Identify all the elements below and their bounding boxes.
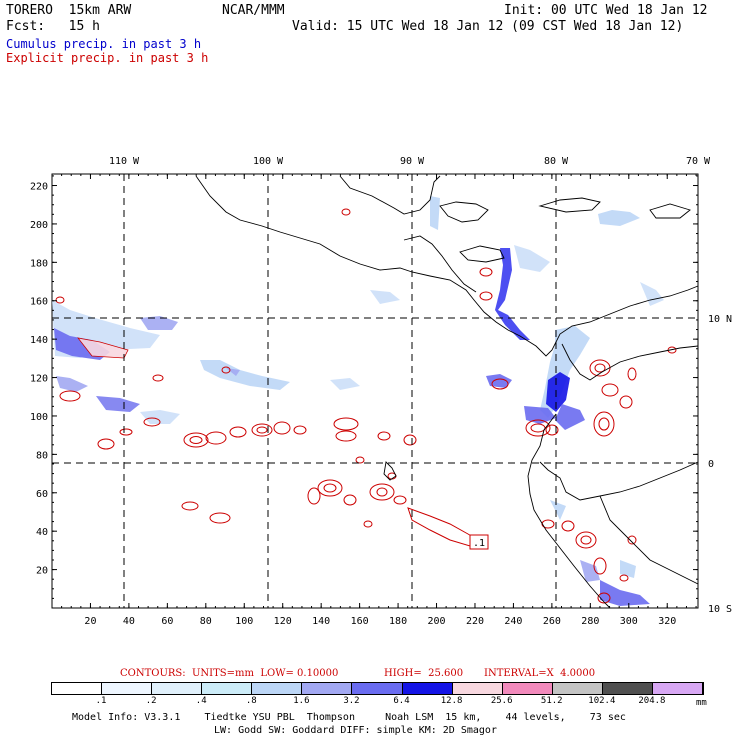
- legend-swatch: [452, 683, 503, 694]
- x-tick-label: 300: [620, 616, 638, 627]
- legend-swatch: [302, 683, 353, 694]
- y-tick-label: 100: [30, 412, 48, 423]
- latitude-label: 10 N: [708, 314, 732, 325]
- legend-value: 12.8: [440, 696, 463, 706]
- explicit-precip-contours: [55, 208, 677, 604]
- longitude-label: 80 W: [544, 156, 569, 167]
- legend-value: .4: [195, 696, 207, 706]
- min-value-box: [469, 534, 489, 550]
- x-tick-label: 260: [543, 616, 561, 627]
- y-tick-label: 160: [30, 297, 48, 308]
- y-tick-label: 40: [36, 527, 48, 538]
- lat-lon-grid: [52, 174, 698, 608]
- legend-value: 51.2: [540, 696, 563, 706]
- x-tick-label: 20: [84, 616, 96, 627]
- x-tick-label: 80: [200, 616, 212, 627]
- longitude-labels: 110 W 100 W 90 W 80 W 70 W: [109, 156, 711, 167]
- legend-value: 1.6: [293, 696, 310, 706]
- cumulus-field-label: Cumulus precip. in past 3 h: [6, 37, 202, 51]
- x-tick-label: 180: [389, 616, 407, 627]
- legend-value: .2: [145, 696, 157, 706]
- color-legend-labels: .1 .2 .4 .8 1.6 3.2 6.4 12.8 25.6 51.2 102.4 204.8: [0, 696, 740, 708]
- legend-value: 25.6: [490, 696, 513, 706]
- explicit-field-label: Explicit precip. in past 3 h: [6, 51, 209, 65]
- y-tick-label: 200: [30, 220, 48, 231]
- x-tick-label: 60: [161, 616, 173, 627]
- longitude-label: 90 W: [400, 156, 425, 167]
- min-value-label: .1: [473, 538, 485, 549]
- longitude-label: 70 W: [686, 156, 711, 167]
- legend-swatch: [552, 683, 603, 694]
- model-info-line1: Model Info: V3.3.1 Tiedtke YSU PBL Thomp…: [72, 712, 626, 723]
- latitude-label: 0: [708, 459, 714, 470]
- init-time: Init: 00 UTC Wed 18 Jan 12: [504, 3, 708, 18]
- y-tick-label: 140: [30, 335, 48, 346]
- x-tick-label: 220: [466, 616, 484, 627]
- x-tick-label: 200: [427, 616, 445, 627]
- model-name: TORERO 15km ARW: [6, 3, 132, 18]
- map-frame: [51, 173, 699, 609]
- x-tick-label: 280: [581, 616, 599, 627]
- x-tick-label: 120: [274, 616, 292, 627]
- legend-swatch: [152, 683, 203, 694]
- legend-value: 3.2: [343, 696, 360, 706]
- legend-swatch: [602, 683, 653, 694]
- legend-swatch: [252, 683, 303, 694]
- legend-swatch: [202, 683, 253, 694]
- longitude-label: 100 W: [253, 156, 284, 167]
- contour-units: CONTOURS: UNITS=mm LOW= 0.10000: [120, 668, 339, 679]
- legend-swatch: [52, 683, 103, 694]
- model-info-line2: LW: Godd SW: Goddard DIFF: simple KM: 2D…: [214, 725, 497, 736]
- legend-unit: mm: [696, 698, 707, 708]
- legend-swatch: [402, 683, 453, 694]
- color-legend-bar: [51, 682, 704, 695]
- y-tick-label: 220: [30, 182, 48, 193]
- x-tick-label: 240: [504, 616, 522, 627]
- y-tick-label: 20: [36, 566, 48, 577]
- y-tick-label: 180: [30, 258, 48, 269]
- legend-value: 6.4: [393, 696, 410, 706]
- x-tick-label: 320: [658, 616, 676, 627]
- legend-swatch: [102, 683, 153, 694]
- legend-value: .8: [245, 696, 257, 706]
- valid-time: Valid: 15 UTC Wed 18 Jan 12 (09 CST Wed …: [292, 19, 684, 34]
- y-tick-label: 60: [36, 489, 48, 500]
- y-axis-ticks: 220 200 180 160 140 120 100 80 60 40 20: [30, 175, 698, 599]
- latitude-labels: 10 N 0 10 S: [708, 314, 732, 615]
- legend-value: 204.8: [638, 696, 666, 706]
- legend-value: .1: [95, 696, 107, 706]
- legend-value: 102.4: [588, 696, 616, 706]
- x-axis-ticks: 20 40 60 80 100 120 140 160 180 200 220 240 260 280 30…: [61, 174, 697, 627]
- contour-high: HIGH= 25.600: [384, 668, 464, 679]
- x-tick-label: 100: [235, 616, 253, 627]
- legend-swatch: [652, 683, 704, 694]
- y-tick-label: 120: [30, 374, 48, 385]
- y-tick-label: 80: [36, 450, 48, 461]
- longitude-label: 110 W: [109, 156, 140, 167]
- organization: NCAR/MMM: [222, 3, 285, 18]
- legend-swatch: [352, 683, 403, 694]
- forecast-hour: Fcst: 15 h: [6, 19, 100, 34]
- x-tick-label: 160: [351, 616, 369, 627]
- coastlines: [195, 175, 699, 609]
- x-tick-label: 140: [312, 616, 330, 627]
- latitude-label: 10 S: [708, 604, 732, 615]
- legend-swatch: [502, 683, 553, 694]
- contour-interval: INTERVAL=X 4.0000: [484, 668, 596, 679]
- x-tick-label: 40: [123, 616, 135, 627]
